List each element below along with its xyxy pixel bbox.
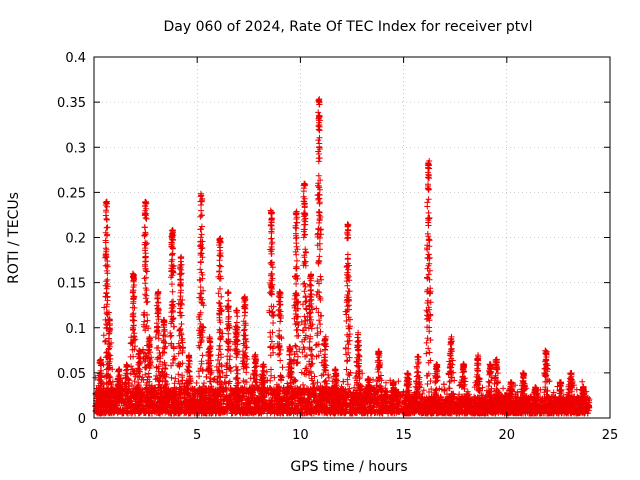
- y-tick-label: 0.05: [57, 367, 86, 382]
- roti-point-group: [95, 198, 152, 408]
- x-axis: 0 5 10 15 20 25: [90, 57, 618, 443]
- x-tick-label: 0: [90, 428, 98, 443]
- y-tick-label: 0.2: [65, 232, 86, 247]
- x-tick-label: 20: [499, 428, 516, 443]
- roti-point-group: [362, 158, 482, 407]
- x-tick-label: 5: [193, 428, 201, 443]
- data-points: [92, 96, 593, 417]
- y-axis-label: ROTI / TECUs: [6, 192, 22, 284]
- x-axis-label: GPS time / hours: [290, 459, 407, 475]
- roti-point-group: [195, 190, 269, 407]
- x-tick-label: 25: [602, 428, 619, 443]
- y-tick-label: 0: [78, 412, 86, 427]
- grid-lines: [94, 57, 610, 418]
- roti-point-group: [257, 180, 317, 408]
- y-tick-label: 0.35: [57, 96, 86, 111]
- chart-title: Day 060 of 2024, Rate Of TEC Index for r…: [164, 19, 533, 35]
- x-tick-label: 15: [395, 428, 412, 443]
- y-tick-label: 0.4: [65, 51, 86, 66]
- y-tick-label: 0.1: [65, 322, 86, 337]
- y-tick-label: 0.15: [57, 277, 86, 292]
- y-tick-label: 0.3: [65, 141, 86, 156]
- y-axis: 0 0.05 0.1 0.15 0.2 0.25 0.3 0.35 0.4: [57, 51, 610, 427]
- roti-point-group: [304, 96, 374, 407]
- roti-point-group: [472, 347, 589, 408]
- roti-point-group: [139, 197, 207, 404]
- y-tick-label: 0.25: [57, 186, 86, 201]
- x-tick-label: 10: [292, 428, 309, 443]
